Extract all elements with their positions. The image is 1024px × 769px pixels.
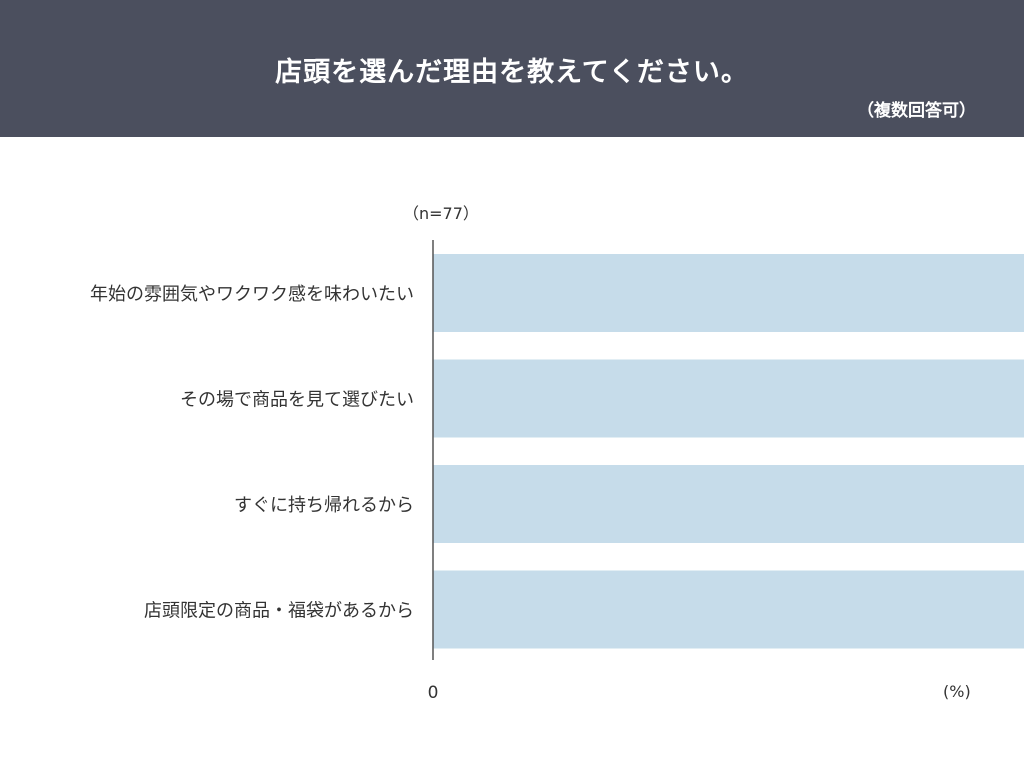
- chart-header: 店頭を選んだ理由を教えてください。 （複数回答可）: [0, 0, 1024, 137]
- bar-2: [433, 465, 1024, 543]
- category-label-3: 店頭限定の商品・福袋があるから: [144, 601, 414, 622]
- chart-title: 店頭を選んだ理由を教えてください。: [275, 57, 749, 88]
- unit-label: (%): [943, 682, 971, 701]
- bar-3: [433, 570, 1024, 649]
- bar-1: [433, 359, 1024, 438]
- category-label-2: すぐに持ち帰れるから: [234, 495, 414, 516]
- chart-subtitle: （複数回答可）: [857, 101, 976, 121]
- bar-0: [433, 254, 1024, 332]
- sample-size-label: （n=77）: [403, 204, 479, 223]
- category-label-0: 年始の雰囲気やワクワク感を味わいたい: [90, 284, 414, 305]
- category-label-1: その場で商品を見て選びたい: [180, 390, 414, 411]
- x-tick-label-0: 0: [428, 683, 439, 703]
